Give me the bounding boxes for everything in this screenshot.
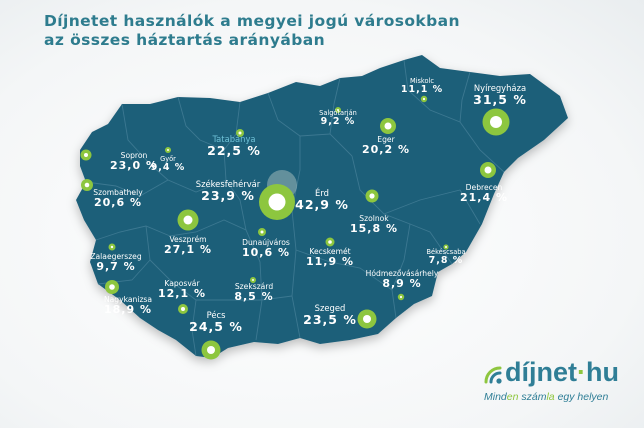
- city-value: 31,5 %: [473, 92, 527, 108]
- city-name: Tatabánya: [212, 134, 256, 144]
- city-value: 9,4 %: [150, 162, 186, 174]
- city-label-dunaujvaros: Dunaújváros 10,6 %: [242, 238, 290, 260]
- city-name: Pécs: [206, 310, 226, 320]
- city-label-szekszard: Szekszárd 8,5 %: [234, 282, 274, 304]
- city-value: 11,1 %: [400, 84, 444, 96]
- city-label-hodmezovasarhely: Hódmezővásárhely 8,9 %: [365, 269, 439, 291]
- city-name: Szombathely: [93, 188, 143, 197]
- wifi-signal-icon: [484, 366, 502, 384]
- title-line-2: az összes háztartás arányában: [44, 31, 326, 49]
- tagline-part: Mind: [484, 391, 507, 403]
- city-value: 22,5 %: [207, 143, 261, 159]
- city-value: 9,7 %: [96, 260, 136, 274]
- title-line-1: Díjnetet használók a megyei jogú városok…: [44, 12, 460, 30]
- city-label-kaposvar: Kaposvár 12,1 %: [158, 279, 206, 301]
- tagline-part: la: [546, 391, 555, 403]
- city-label-kecskemet: Kecskemét 11,9 %: [306, 247, 354, 269]
- city-label-erd: Érd 42,9 %: [295, 188, 349, 213]
- city-value: 11,9 %: [306, 255, 354, 269]
- city-name: Szekszárd: [234, 282, 274, 291]
- city-label-gyor: Győr 9,4 %: [150, 155, 186, 174]
- city-value: 9,2 %: [320, 116, 356, 128]
- city-label-nyiregyhaza: Nyíregyháza 31,5 %: [473, 83, 527, 108]
- city-value: 12,1 %: [158, 287, 206, 301]
- city-value: 23,0 %: [110, 159, 158, 173]
- city-label-szekesfehervar: Székesfehérvár 23,9 %: [195, 179, 261, 204]
- brand-name: díjnet·hu: [505, 357, 619, 388]
- city-label-debrecen: Debrecen 21,4 %: [460, 183, 508, 205]
- tagline-part: egy helyen: [554, 391, 609, 403]
- city-label-miskolc: Miskolc 11,1 %: [400, 77, 444, 96]
- city-label-szeged: Szeged 23,5 %: [303, 303, 357, 328]
- city-name: Szeged: [314, 303, 346, 313]
- city-name: Szolnok: [359, 214, 389, 223]
- city-value: 21,4 %: [460, 191, 508, 205]
- brand-main: díjnet: [505, 357, 577, 387]
- county-borders: [85, 59, 505, 357]
- city-label-zalaegerszeg: Zalaegerszeg 9,7 %: [90, 252, 142, 274]
- city-value: 23,9 %: [201, 188, 255, 204]
- city-label-pecs: Pécs 24,5 %: [189, 310, 243, 335]
- city-label-tatabanya: Tatabánya 22,5 %: [207, 134, 261, 159]
- city-label-veszprem: Veszprém 27,1 %: [164, 235, 212, 257]
- city-label-sopron: Sopron 23,0 %: [110, 151, 158, 173]
- city-name: Székesfehérvár: [195, 179, 261, 189]
- city-value: 20,2 %: [362, 143, 410, 157]
- city-name: Hódmezővásárhely: [365, 269, 439, 278]
- tagline-part: en: [506, 391, 519, 403]
- city-label-szolnok: Szolnok 15,8 %: [350, 214, 398, 236]
- city-label-bekescsaba: Békéscsaba 7,8 %: [426, 248, 466, 267]
- city-value: 18,9 %: [104, 303, 152, 317]
- city-label-nagykanizsa: Nagykanizsa 18,9 %: [103, 295, 153, 317]
- city-value: 20,6 %: [93, 196, 142, 210]
- city-label-eger: Eger 20,2 %: [362, 135, 410, 157]
- city-value: 8,5 %: [234, 290, 274, 304]
- brand-tld: hu: [586, 357, 619, 387]
- city-name: Békéscsaba: [426, 248, 466, 256]
- city-value: 15,8 %: [350, 222, 398, 236]
- city-name: Salgótarján: [319, 109, 357, 117]
- city-name: Debrecen: [465, 183, 503, 192]
- city-value: 7,8 %: [428, 255, 464, 267]
- city-name: Kecskemét: [309, 247, 351, 256]
- tagline-part: szám: [518, 391, 547, 403]
- city-name: Zalaegerszeg: [90, 252, 142, 261]
- dijnet-logo: díjnet·hu Minden számla egy helyen: [480, 354, 640, 414]
- brand-dot: ·: [577, 357, 586, 387]
- city-value: 10,6 %: [242, 246, 290, 260]
- city-value: 42,9 %: [295, 197, 349, 213]
- city-label-szombathely: Szombathely 20,6 %: [93, 188, 143, 210]
- city-label-salgotarjan: Salgótarján 9,2 %: [319, 109, 357, 128]
- city-name: Érd: [315, 188, 329, 198]
- country-outline: [76, 55, 568, 358]
- city-value: 24,5 %: [189, 319, 243, 335]
- city-name: Nyíregyháza: [473, 83, 527, 93]
- city-name: Eger: [377, 135, 395, 144]
- city-name: Győr: [160, 155, 176, 163]
- city-name: Veszprém: [169, 235, 207, 244]
- city-value: 27,1 %: [164, 243, 212, 257]
- city-name: Kaposvár: [164, 279, 200, 288]
- city-name: Nagykanizsa: [103, 295, 153, 304]
- city-name: Sopron: [120, 151, 148, 160]
- city-name: Dunaújváros: [242, 238, 290, 247]
- city-value: 8,9 %: [382, 277, 422, 291]
- city-markers: [80, 95, 510, 360]
- city-value: 23,5 %: [303, 312, 357, 328]
- city-name: Miskolc: [409, 77, 435, 85]
- brand-tagline: Minden számla egy helyen: [484, 391, 608, 403]
